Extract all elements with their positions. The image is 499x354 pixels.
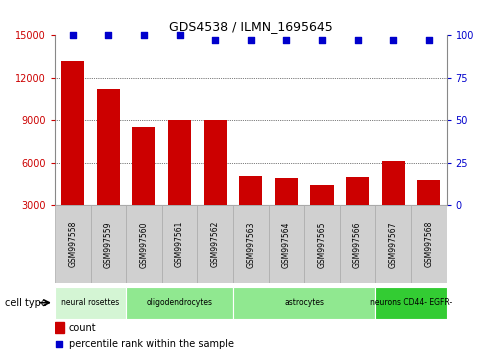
Text: GSM997565: GSM997565: [317, 221, 326, 268]
Bar: [197, 205, 233, 283]
Bar: [233, 205, 268, 283]
Text: count: count: [68, 322, 96, 332]
Bar: [239, 176, 262, 248]
Bar: [55, 322, 63, 333]
Point: [176, 33, 184, 38]
Text: GSM997562: GSM997562: [211, 221, 220, 268]
Bar: [411, 205, 447, 283]
Point: [425, 38, 433, 43]
Text: astrocytes: astrocytes: [284, 298, 324, 307]
Point: [282, 38, 290, 43]
Text: neurons CD44- EGFR-: neurons CD44- EGFR-: [370, 298, 452, 307]
Bar: [162, 205, 197, 283]
Text: GSM997566: GSM997566: [353, 221, 362, 268]
Bar: [375, 287, 447, 319]
Text: GSM997560: GSM997560: [139, 221, 148, 268]
Text: neural rosettes: neural rosettes: [61, 298, 120, 307]
Text: GSM997563: GSM997563: [246, 221, 255, 268]
Bar: [340, 205, 375, 283]
Point: [247, 38, 255, 43]
Text: GSM997561: GSM997561: [175, 221, 184, 268]
Point: [55, 341, 63, 347]
Point: [318, 38, 326, 43]
Bar: [55, 287, 126, 319]
Point: [69, 33, 77, 38]
Text: cell type: cell type: [5, 298, 47, 308]
Bar: [55, 205, 90, 283]
Bar: [126, 205, 162, 283]
Text: oligodendrocytes: oligodendrocytes: [147, 298, 213, 307]
Bar: [304, 205, 340, 283]
Bar: [346, 177, 369, 248]
Bar: [204, 120, 227, 248]
Bar: [132, 127, 156, 248]
Point: [211, 38, 219, 43]
Point: [104, 33, 112, 38]
Bar: [168, 120, 191, 248]
Bar: [375, 205, 411, 283]
Text: GSM997558: GSM997558: [68, 221, 77, 268]
Text: GSM997567: GSM997567: [389, 221, 398, 268]
Bar: [417, 180, 441, 248]
Text: GSM997568: GSM997568: [424, 221, 433, 268]
Bar: [275, 178, 298, 248]
Bar: [382, 161, 405, 248]
Bar: [90, 205, 126, 283]
Point: [354, 38, 362, 43]
Title: GDS4538 / ILMN_1695645: GDS4538 / ILMN_1695645: [169, 20, 333, 33]
Text: percentile rank within the sample: percentile rank within the sample: [68, 339, 234, 349]
Bar: [310, 185, 333, 248]
Bar: [268, 205, 304, 283]
Bar: [233, 287, 375, 319]
Bar: [97, 89, 120, 248]
Point: [140, 33, 148, 38]
Text: GSM997564: GSM997564: [282, 221, 291, 268]
Bar: [126, 287, 233, 319]
Text: GSM997559: GSM997559: [104, 221, 113, 268]
Point: [389, 38, 397, 43]
Bar: [61, 61, 84, 248]
